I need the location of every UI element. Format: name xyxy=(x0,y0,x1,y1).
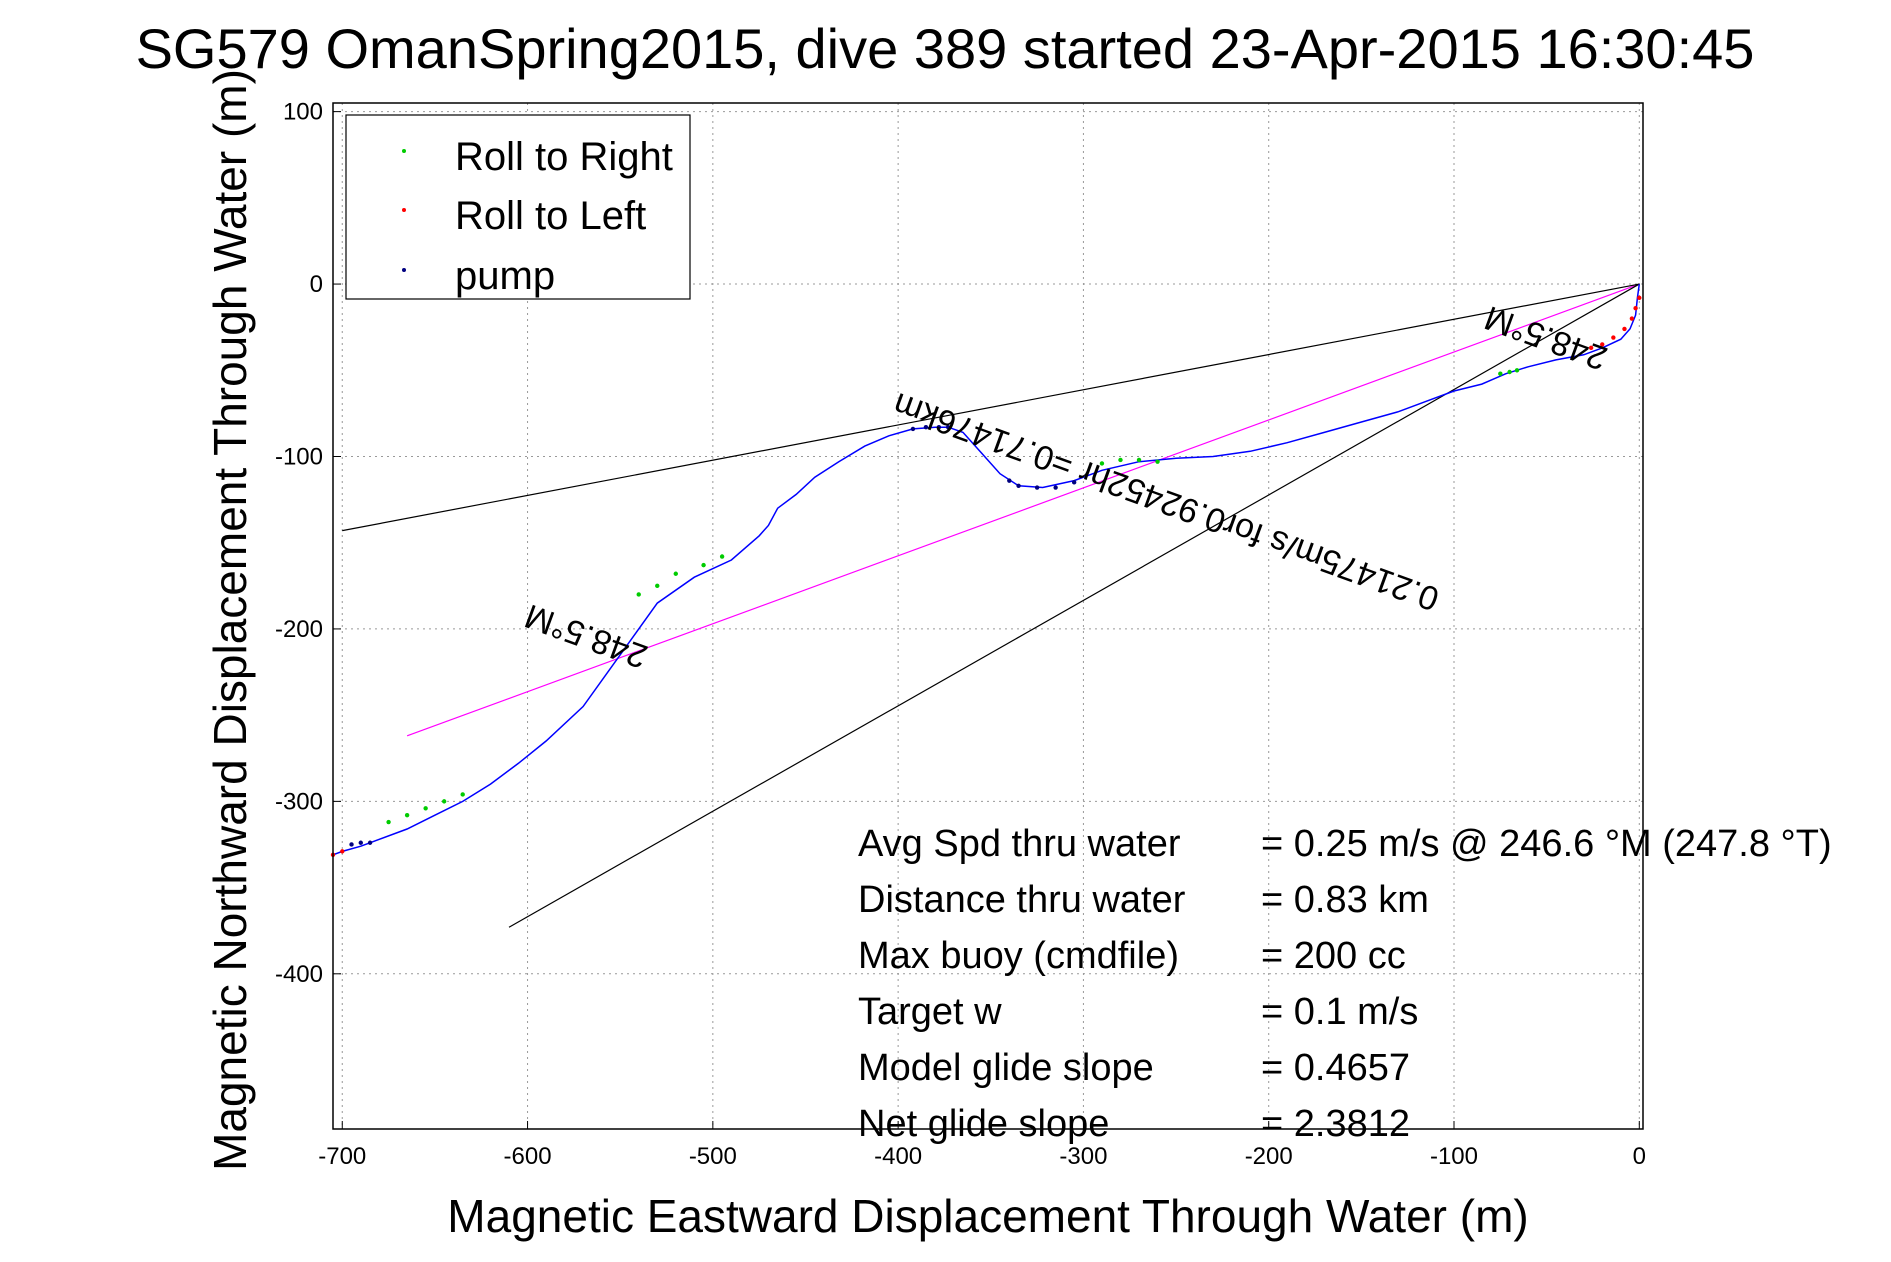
stat-value-avg-speed: = 0.25 m/s @ 246.6 °M (247.8 °T) xyxy=(1261,823,1832,865)
stat-value-model-glide: = 0.4657 xyxy=(1261,1047,1410,1089)
roll-to-left-point xyxy=(1622,326,1627,332)
roll-to-right-point xyxy=(1507,369,1512,375)
roll-to-right-point xyxy=(719,554,725,559)
stat-label-avg-speed: Avg Spd thru water xyxy=(858,823,1181,865)
stat-label-net-glide: Net glide slope xyxy=(858,1103,1109,1145)
plot-frame xyxy=(332,102,1644,1130)
pump-point xyxy=(358,840,363,845)
sector-lower-line xyxy=(508,283,1640,928)
roll-to-right-point xyxy=(1514,368,1520,373)
x-tick-label: -200 xyxy=(1245,1143,1293,1170)
roll-to-left-point xyxy=(1588,345,1594,351)
stat-value-target-w: = 0.1 m/s xyxy=(1261,991,1418,1033)
legend-marker-pump xyxy=(402,268,406,272)
roll-to-right-point xyxy=(423,806,428,811)
stat-label-distance: Distance thru water xyxy=(858,879,1186,921)
roll-to-left-point xyxy=(1629,316,1635,321)
pump-point xyxy=(349,842,354,847)
stat-label-max-buoy: Max buoy (cmdfile) xyxy=(858,935,1179,977)
pump-point xyxy=(910,426,916,432)
y-axis-label: Magnetic Northward Displacement Through … xyxy=(204,69,256,1171)
series-layer xyxy=(330,283,1642,858)
roll-to-right-point xyxy=(386,819,391,825)
roll-to-right-point xyxy=(1099,461,1105,466)
y-tick-label: -300 xyxy=(275,788,323,815)
roll-to-left-point xyxy=(1633,306,1638,311)
pump-point xyxy=(367,840,373,845)
roll-to-right-point xyxy=(1498,371,1503,376)
y-tick-label: 0 xyxy=(310,271,323,298)
pump-point xyxy=(1007,478,1012,483)
y-tick-label: 100 xyxy=(283,99,323,126)
y-tick-label: -200 xyxy=(275,616,323,643)
x-tick-label: -700 xyxy=(318,1143,366,1170)
roll-to-right-point xyxy=(404,812,410,818)
chart-title: SG579 OmanSpring2015, dive 389 started 2… xyxy=(136,17,1755,80)
x-tick-label: 0 xyxy=(1633,1143,1646,1170)
x-tick-label: -500 xyxy=(689,1143,737,1170)
legend-label-roll-right: Roll to Right xyxy=(455,135,673,179)
pump-point xyxy=(1053,485,1058,490)
roll-to-left-point xyxy=(1637,295,1642,301)
stat-value-net-glide: = 2.3812 xyxy=(1261,1103,1410,1145)
x-axis-label: Magnetic Eastward Displacement Through W… xyxy=(447,1190,1528,1242)
roll-to-right-point xyxy=(1118,457,1123,463)
roll-to-right-point xyxy=(673,571,678,576)
stat-value-distance: = 0.83 km xyxy=(1261,879,1429,921)
grid xyxy=(333,103,1643,1129)
roll-to-right-point xyxy=(701,562,706,568)
roll-to-right-point xyxy=(460,792,465,797)
pump-point xyxy=(936,424,942,430)
y-tick-label: -100 xyxy=(275,443,323,470)
legend-marker-roll-right xyxy=(402,149,406,153)
pump-point xyxy=(923,424,929,430)
pump-point xyxy=(1071,480,1077,485)
reference-lines xyxy=(342,283,1640,928)
roll-to-left-point xyxy=(1600,342,1605,347)
legend: Roll to Right Roll to Left pump xyxy=(345,114,691,300)
pump-point xyxy=(1016,483,1021,489)
roll-to-right-point xyxy=(655,583,660,589)
stat-value-max-buoy: = 200 cc xyxy=(1261,935,1406,977)
roll-to-right-point xyxy=(441,799,447,804)
pump-point xyxy=(945,424,951,430)
heading-fit-line xyxy=(406,283,1640,737)
roll-to-right-point xyxy=(1136,457,1142,463)
stat-label-model-glide: Model glide slope xyxy=(858,1047,1154,1089)
sector-upper-line xyxy=(342,283,1640,532)
stats-panel: Avg Spd thru water = 0.25 m/s @ 246.6 °M… xyxy=(858,823,1832,1145)
axis-ticks: -700 -600 -500 -400 -300 -200 -100 0 100 0 -100 -20… xyxy=(275,99,1646,1170)
x-tick-label: -100 xyxy=(1430,1143,1478,1170)
roll-to-left-point xyxy=(1611,335,1616,340)
roll-to-right-point xyxy=(1155,459,1160,464)
legend-label-pump: pump xyxy=(455,254,555,298)
x-tick-label: -400 xyxy=(874,1143,922,1170)
roll-to-right-point xyxy=(636,592,641,597)
pump-point xyxy=(1034,485,1040,490)
legend-marker-roll-left xyxy=(402,208,406,212)
legend-label-roll-left: Roll to Left xyxy=(455,194,646,238)
roll-to-left-point xyxy=(340,849,345,854)
y-tick-label: -400 xyxy=(275,961,323,988)
x-tick-label: -300 xyxy=(1059,1143,1107,1170)
x-tick-label: -600 xyxy=(504,1143,552,1170)
stat-label-target-w: Target w xyxy=(858,991,1002,1033)
